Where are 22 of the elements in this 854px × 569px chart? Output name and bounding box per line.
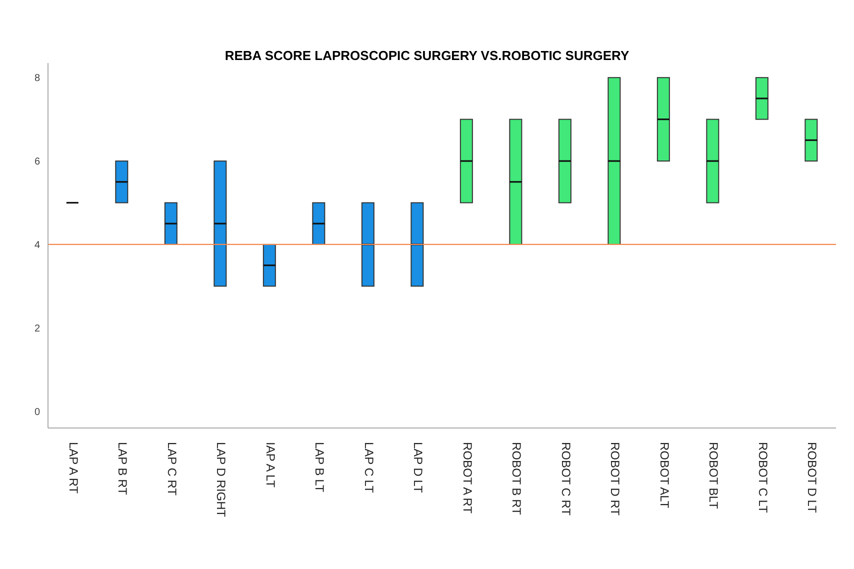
x-tick-label: ROBOT C LT xyxy=(756,442,770,514)
x-tick-label: LAP C RT xyxy=(164,442,179,496)
x-tick-label: LAP A RT xyxy=(66,442,80,494)
x-tick-label: ROBOT D LT xyxy=(805,442,820,514)
y-tick-label: 8 xyxy=(34,73,40,84)
x-tick-label: ROBOT ALT xyxy=(657,442,672,509)
x-tick-label: ROBOT A RT xyxy=(460,442,474,514)
x-tick-label: ROBOT B RT xyxy=(510,442,524,516)
x-tick-label: LAP D RIGHT xyxy=(214,442,228,518)
x-tick-label: IAP A LT xyxy=(263,442,278,488)
x-tick-label: ROBOT D RT xyxy=(608,442,622,516)
chart-title: REBA SCORE LAPROSCOPIC SURGERY VS.ROBOTIC SURGERY xyxy=(224,48,630,63)
y-tick-label: 6 xyxy=(34,156,40,168)
x-tick-label: LAP B RT xyxy=(116,442,130,496)
y-tick-label: 2 xyxy=(34,323,40,334)
x-tick-label: ROBOT C RT xyxy=(558,442,573,516)
y-tick-label: 0 xyxy=(34,406,40,418)
y-tick-label: 4 xyxy=(34,240,40,252)
x-tick-label: ROBOT BLT xyxy=(706,442,721,510)
x-tick-label: LAP D LT xyxy=(411,442,426,494)
x-tick-label: LAP C LT xyxy=(362,442,376,494)
x-tick-label: LAP B LT xyxy=(312,442,327,493)
